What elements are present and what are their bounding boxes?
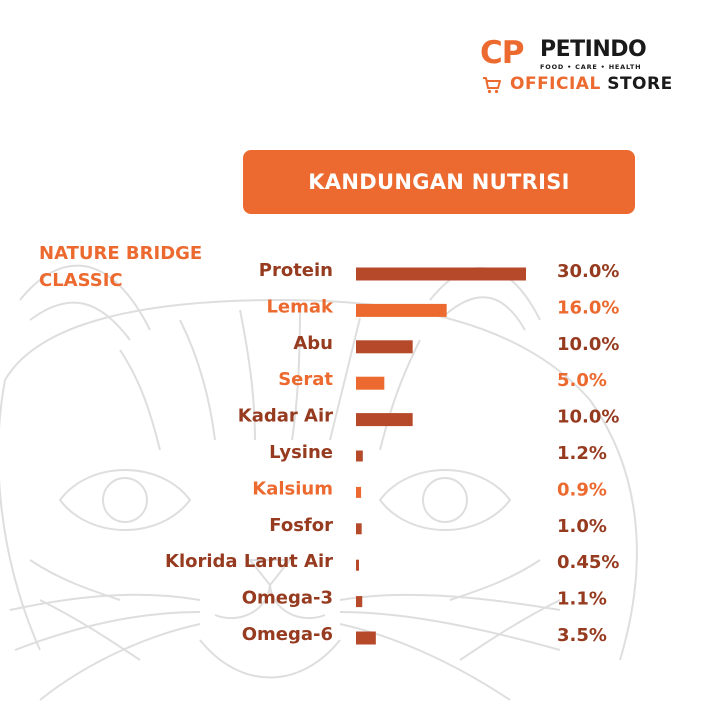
chart-title: KANDUNGAN NUTRISI <box>308 170 570 194</box>
bar-serat <box>356 376 385 390</box>
value-label-protein: 30.0% <box>557 261 619 282</box>
category-label-kadar-air: Kadar Air <box>238 406 333 427</box>
category-label-serat: Serat <box>278 369 333 390</box>
bar-lemak <box>356 303 447 317</box>
bar-protein <box>356 267 526 281</box>
logo-brand-name: PETINDO <box>540 37 647 62</box>
bar-klorida-larut-air <box>356 559 359 571</box>
value-label-abu: 10.0% <box>557 334 619 355</box>
value-label-serat: 5.0% <box>557 370 607 391</box>
category-label-omega-6: Omega-6 <box>242 624 333 645</box>
bar-kadar-air <box>356 413 413 427</box>
category-label-klorida-larut-air: Klorida Larut Air <box>165 551 333 572</box>
logo-official-text: OFFICIAL <box>510 74 601 94</box>
category-label-abu: Abu <box>293 333 333 354</box>
category-label-protein: Protein <box>259 260 333 281</box>
value-label-lysine: 1.2% <box>557 443 607 464</box>
value-label-kadar-air: 10.0% <box>557 407 619 428</box>
bar-omega-6 <box>356 631 376 645</box>
value-label-fosfor: 1.0% <box>557 516 607 537</box>
bar-kalsium <box>356 486 362 498</box>
bar-lysine <box>356 450 363 462</box>
value-label-klorida-larut-air: 0.45% <box>557 552 619 573</box>
category-label-lemak: Lemak <box>266 296 334 317</box>
product-name: NATURE BRIDGE CLASSIC <box>39 240 239 294</box>
value-label-kalsium: 0.9% <box>557 479 607 500</box>
bar-omega-3 <box>356 596 363 608</box>
logo-tagline: FOOD • CARE • HEALTH <box>540 63 642 71</box>
logo-official-store: OFFICIAL STORE <box>510 74 673 94</box>
title-banner: KANDUNGAN NUTRISI <box>243 150 635 214</box>
bar-fosfor <box>356 523 362 535</box>
category-label-omega-3: Omega-3 <box>242 588 333 609</box>
value-label-omega-6: 3.5% <box>557 625 607 646</box>
category-label-fosfor: Fosfor <box>269 515 333 536</box>
category-label-kalsium: Kalsium <box>252 478 333 499</box>
shopping-cart-icon <box>483 77 501 94</box>
product-name-line2: CLASSIC <box>39 270 123 291</box>
bar-abu <box>356 340 413 354</box>
category-label-lysine: Lysine <box>269 442 333 463</box>
product-name-line1: NATURE BRIDGE <box>39 243 203 264</box>
logo-store-text: STORE <box>607 74 673 94</box>
value-label-omega-3: 1.1% <box>557 589 607 610</box>
value-label-lemak: 16.0% <box>557 297 619 318</box>
store-logo: CP PETINDO FOOD • CARE • HEALTH OFFICIAL… <box>480 36 690 98</box>
logo-cp-mark: CP <box>480 35 524 71</box>
